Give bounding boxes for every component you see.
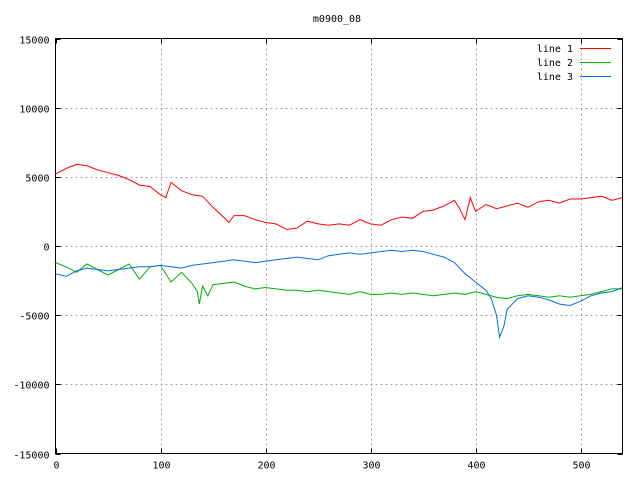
y-tick-label: 0	[43, 243, 49, 254]
legend: line 1 line 2 line 3	[537, 44, 611, 83]
grid	[55, 38, 623, 454]
series-line-2	[55, 262, 623, 305]
y-tick-label: -5000	[19, 312, 49, 323]
legend-label: line 2	[537, 58, 573, 69]
legend-label: line 3	[537, 72, 573, 83]
y-tick-label: 15000	[19, 36, 49, 47]
x-tick-label: 0	[53, 461, 59, 472]
y-tick-label: 5000	[25, 174, 49, 185]
series-group	[55, 163, 623, 340]
y-tick-label: -15000	[13, 451, 49, 462]
y-tick-label: -10000	[13, 381, 49, 392]
x-tick-label: 100	[152, 461, 170, 472]
series-line-3	[55, 249, 623, 340]
axis-ticks: -15000 -10000 -5000 0 5000 10000 15000 0 100 200 3…	[13, 36, 623, 472]
series-line-1	[55, 163, 623, 230]
x-tick-label: 400	[467, 461, 485, 472]
y-tick-label: 10000	[19, 105, 49, 116]
chart-title: m0900_08	[313, 14, 361, 25]
x-tick-label: 500	[572, 461, 590, 472]
legend-label: line 1	[537, 44, 573, 55]
x-tick-label: 200	[257, 461, 275, 472]
x-tick-label: 300	[362, 461, 380, 472]
